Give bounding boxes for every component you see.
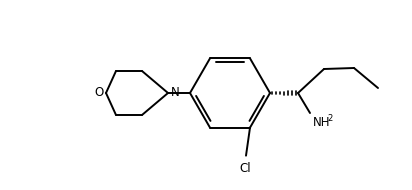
Text: Cl: Cl bbox=[239, 162, 251, 175]
Text: N: N bbox=[171, 86, 179, 100]
Text: O: O bbox=[94, 86, 104, 100]
Text: 2: 2 bbox=[327, 114, 332, 123]
Text: NH: NH bbox=[313, 116, 330, 129]
